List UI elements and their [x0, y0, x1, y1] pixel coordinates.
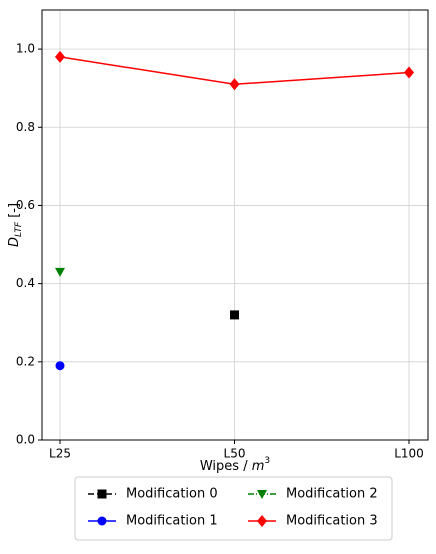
y-tick-label: 0.2	[16, 354, 35, 368]
marker	[230, 310, 239, 320]
y-tick-label: 0.0	[16, 433, 35, 447]
y-label-suffix: [-]	[7, 203, 22, 222]
y-tick-label: 1.0	[16, 42, 35, 56]
y-label-sub: LTF	[14, 221, 24, 237]
y-tick-label: 0.4	[16, 276, 35, 290]
y-label-var: D	[7, 237, 22, 247]
y-tick-label: 0.6	[16, 198, 35, 212]
marker	[229, 78, 240, 91]
x-label-sup: 3	[264, 456, 270, 466]
legend-label: Modification 3	[286, 514, 378, 529]
x-label-var: m	[252, 459, 265, 474]
legend-label: Modification 2	[286, 487, 378, 502]
legend-box	[74, 476, 393, 541]
y-axis-label: DLTF [-]	[7, 203, 24, 247]
marker	[55, 361, 65, 371]
x-tick-label: L25	[49, 447, 71, 461]
legend-marker	[257, 515, 267, 527]
legend-label: Modification 0	[126, 487, 218, 502]
x-axis-label: Wipes / m3	[200, 456, 270, 474]
legend-marker	[257, 490, 267, 499]
x-tick-label: L50	[224, 447, 246, 461]
marker	[55, 267, 65, 277]
x-label-text: Wipes /	[200, 459, 252, 474]
legend-marker	[97, 489, 107, 499]
x-tick-label: L100	[394, 447, 424, 461]
marker	[55, 50, 65, 63]
marker	[404, 66, 414, 79]
plot-frame	[41, 9, 429, 441]
legend-label: Modification 1	[126, 514, 218, 529]
y-tick-label: 0.8	[16, 120, 35, 134]
legend-marker	[97, 516, 107, 526]
